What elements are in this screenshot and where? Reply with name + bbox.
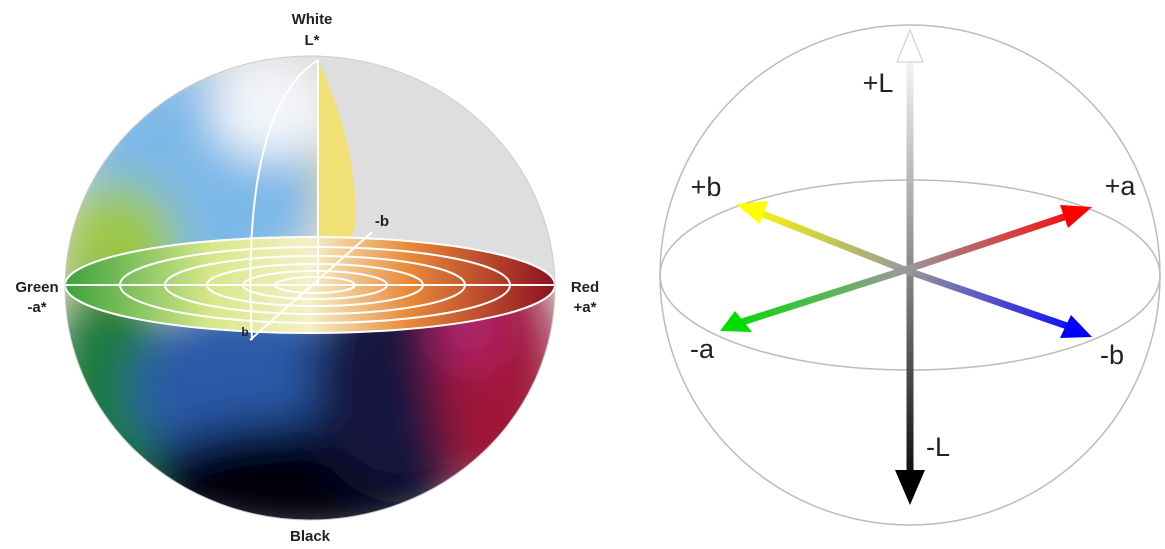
label: Red [571, 279, 599, 296]
label: L* [305, 32, 320, 49]
label: +a* [574, 299, 597, 316]
label: -a [690, 334, 715, 364]
label: +a [1105, 171, 1137, 201]
label: Green [15, 279, 58, 296]
label: -b [375, 213, 389, 230]
label: Black [290, 528, 331, 545]
label: White [292, 11, 333, 28]
right-sphere [660, 25, 1160, 525]
page: White L* -b Green -a* Red +a* b Black +L… [0, 0, 1165, 549]
label: -a* [27, 299, 46, 316]
label: -L [926, 432, 950, 462]
label: -b [1100, 340, 1124, 370]
label: +b [691, 172, 722, 202]
label: b [241, 325, 248, 339]
label: +L [863, 68, 894, 98]
diagram: White L* -b Green -a* Red +a* b Black +L… [0, 0, 1165, 549]
